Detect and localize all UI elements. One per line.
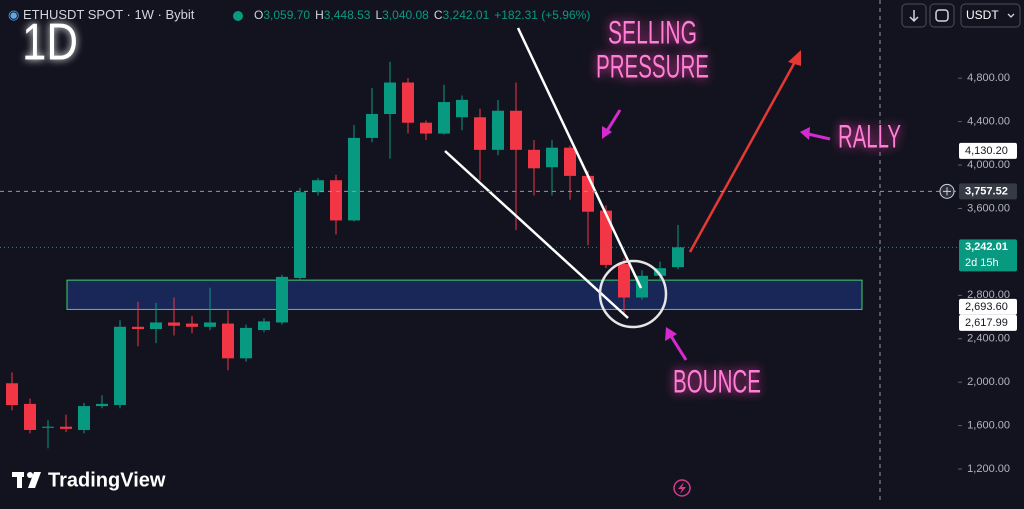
candle-body xyxy=(348,137,360,221)
candle-body xyxy=(42,426,54,428)
candle-body xyxy=(222,323,234,359)
annotation-text: RALLY xyxy=(838,118,901,154)
brand-logo xyxy=(12,472,41,488)
candle-body xyxy=(294,192,306,278)
price-label: 2,617.99 xyxy=(965,317,1008,329)
bounce-circle xyxy=(598,259,668,329)
candle-body xyxy=(312,180,324,193)
ohlc-key: C xyxy=(434,8,443,22)
brand-name: TradingView xyxy=(48,469,166,491)
candle-body xyxy=(96,403,108,407)
ohlc-value: 3,059.70 xyxy=(263,8,310,22)
currency-label[interactable]: USDT xyxy=(966,8,999,22)
y-tick-label: 2,000.00 xyxy=(967,376,1010,388)
candle-body xyxy=(168,322,180,326)
button-frame[interactable] xyxy=(960,3,1021,28)
candle-body xyxy=(60,426,72,429)
candle-body xyxy=(654,268,666,276)
candle-body xyxy=(600,210,612,265)
price-label: 4,130.20 xyxy=(965,145,1008,157)
annotation-text: BOUNCE xyxy=(673,363,761,399)
pointer-arrow xyxy=(807,132,831,141)
candle-body xyxy=(456,99,468,118)
ohlc-key: L xyxy=(375,8,382,22)
annotation-text: SELLING xyxy=(608,14,697,50)
download-button[interactable] xyxy=(901,3,927,28)
candle-body xyxy=(150,322,162,329)
ohlc-key: H xyxy=(315,8,324,22)
candle-body xyxy=(132,326,144,329)
timeframe-label: 1D xyxy=(22,14,78,72)
price-label-box xyxy=(959,314,1017,331)
y-tick-label: 3,600.00 xyxy=(967,202,1010,214)
candle-body xyxy=(384,82,396,115)
price-label-box xyxy=(959,239,1017,272)
y-tick-label: 2,400.00 xyxy=(967,333,1010,345)
candle-body xyxy=(672,247,684,268)
candle-body xyxy=(258,321,270,331)
pointer-arrow xyxy=(669,335,688,361)
crosshair-plus-icon xyxy=(943,187,951,196)
currency-dropdown[interactable]: USDT xyxy=(960,3,1021,28)
candle-body xyxy=(438,102,450,134)
price-label: 2,693.60 xyxy=(965,301,1008,313)
price-label: 3,757.52 xyxy=(965,185,1008,197)
candle-body xyxy=(114,326,126,405)
annotation-text: PRESSURE xyxy=(596,48,709,84)
candle-body xyxy=(618,263,630,298)
fullscreen-button[interactable] xyxy=(929,3,955,28)
header-ohlc: O3,059.70 H3,448.53 L3,040.08 C3,242.01 +182… xyxy=(254,8,590,22)
candle-body xyxy=(564,147,576,176)
candle-body xyxy=(420,122,432,134)
candle-body xyxy=(6,383,18,405)
trend-line xyxy=(444,150,629,319)
candle-body xyxy=(78,406,90,430)
candle-body xyxy=(528,149,540,169)
y-tick-label: 1,200.00 xyxy=(967,463,1010,475)
button-frame[interactable] xyxy=(929,3,955,28)
support-zone xyxy=(66,279,863,310)
price-label-box xyxy=(959,298,1017,315)
candle-body xyxy=(204,322,216,327)
candle-body xyxy=(366,114,378,138)
alert-icon xyxy=(673,479,691,497)
trend-line xyxy=(516,27,643,289)
pointer-arrowhead xyxy=(602,126,612,139)
price-label: 3,242.01 xyxy=(965,241,1008,253)
candle-body xyxy=(330,180,342,221)
pointer-arrowhead xyxy=(665,327,677,341)
y-tick-label: 4,000.00 xyxy=(967,159,1010,171)
candle-body xyxy=(186,323,198,327)
y-tick-label: 4,400.00 xyxy=(967,116,1010,128)
rally-arrow xyxy=(688,59,798,253)
y-tick-label: 2,800.00 xyxy=(967,289,1010,301)
candle-body xyxy=(510,110,522,150)
price-label-box xyxy=(959,183,1017,200)
y-tick-label: 4,800.00 xyxy=(967,72,1010,84)
rally-arrowhead xyxy=(788,50,801,66)
market-status xyxy=(233,11,243,21)
candle-body xyxy=(474,117,486,150)
candle-body xyxy=(240,327,252,359)
ohlc-value: 3,242.01 xyxy=(443,8,490,22)
header-symbol: ◉ ETHUSDT SPOT · 1W · Bybit xyxy=(8,7,195,22)
pointer-arrowhead xyxy=(800,127,810,140)
ohlc-value: 3,448.53 xyxy=(324,8,371,22)
candle-body xyxy=(402,82,414,123)
candle-body xyxy=(24,403,36,430)
candle-body xyxy=(276,276,288,323)
candle-body xyxy=(582,175,594,212)
y-tick-label: 1,600.00 xyxy=(967,420,1010,432)
candle-body xyxy=(492,110,504,150)
alert-bolt xyxy=(678,482,686,494)
ohlc-key: O xyxy=(254,8,263,22)
price-countdown: 2d 15h xyxy=(965,257,999,269)
pointer-arrow xyxy=(605,109,622,132)
ohlc-change: +182.31 (+5.96%) xyxy=(494,8,590,22)
price-label-box xyxy=(959,142,1017,159)
candle-body xyxy=(546,147,558,168)
ohlc-value: 3,040.08 xyxy=(382,8,429,22)
